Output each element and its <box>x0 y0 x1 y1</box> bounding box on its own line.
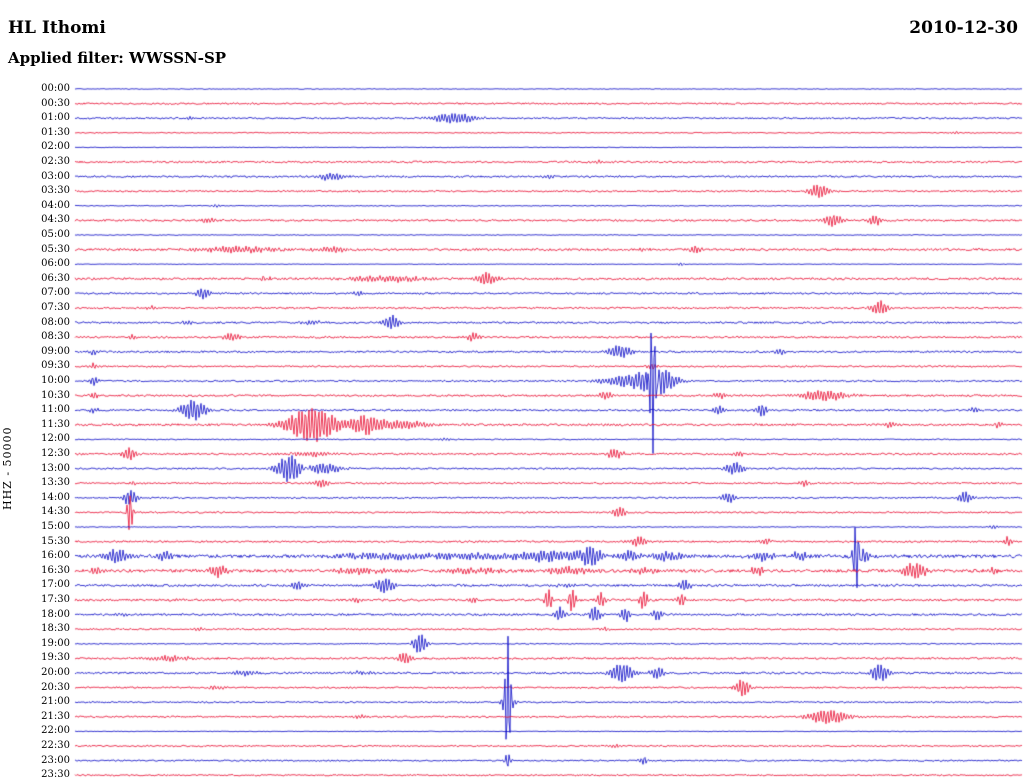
time-label: 04:30 <box>41 214 70 226</box>
time-label: 08:00 <box>41 316 70 328</box>
time-label: 12:30 <box>41 448 70 459</box>
time-label: 23:30 <box>41 769 70 780</box>
time-label: 05:00 <box>41 229 70 240</box>
time-label: 14:00 <box>41 491 70 503</box>
time-label: 02:30 <box>41 156 70 167</box>
time-label: 22:00 <box>41 725 70 737</box>
time-label: 07:00 <box>41 287 70 299</box>
time-label: 10:30 <box>41 389 70 401</box>
time-label: 06:00 <box>41 258 70 270</box>
time-label: 06:30 <box>41 272 70 284</box>
time-label: 03:00 <box>41 170 70 182</box>
time-label: 11:30 <box>41 418 70 430</box>
time-label: 19:30 <box>41 652 70 664</box>
time-label: 00:00 <box>41 83 70 94</box>
time-label: 07:30 <box>41 302 70 313</box>
time-label: 20:30 <box>41 681 70 693</box>
time-label: 00:30 <box>41 97 70 109</box>
time-label: 19:00 <box>41 637 70 649</box>
time-label: 13:30 <box>41 477 70 489</box>
time-label: 21:00 <box>41 696 70 708</box>
time-label: 08:30 <box>41 331 70 343</box>
time-label: 10:00 <box>41 375 70 386</box>
time-label: 21:30 <box>41 710 70 722</box>
time-label: 22:30 <box>41 740 70 751</box>
time-label: 20:00 <box>41 667 70 678</box>
time-label: 01:00 <box>41 112 70 124</box>
time-label: 17:00 <box>41 579 70 591</box>
time-label: 09:00 <box>41 345 70 357</box>
date-label: 2010-12-30 <box>909 18 1018 38</box>
station-name: HL Ithomi <box>8 18 106 38</box>
time-label: 18:00 <box>41 608 70 620</box>
time-label: 13:00 <box>41 462 70 474</box>
time-label: 04:00 <box>41 199 70 211</box>
time-label: 11:00 <box>41 404 70 416</box>
time-label: 01:30 <box>41 126 70 138</box>
time-label: 02:00 <box>41 141 70 153</box>
time-label: 23:00 <box>41 754 70 766</box>
filter-label: Applied filter: WWSSN-SP <box>8 49 227 67</box>
time-label: 03:30 <box>41 185 70 197</box>
time-label: 14:30 <box>41 506 70 518</box>
time-label: 05:30 <box>41 243 70 255</box>
time-label: 15:00 <box>41 521 70 532</box>
time-label: 18:30 <box>41 623 70 635</box>
time-label: 12:00 <box>41 433 70 445</box>
time-label: 09:30 <box>41 360 70 372</box>
time-label: 16:30 <box>41 564 70 576</box>
time-label: 17:30 <box>41 594 70 605</box>
time-label: 15:30 <box>41 535 70 547</box>
time-label: 16:00 <box>41 550 70 562</box>
